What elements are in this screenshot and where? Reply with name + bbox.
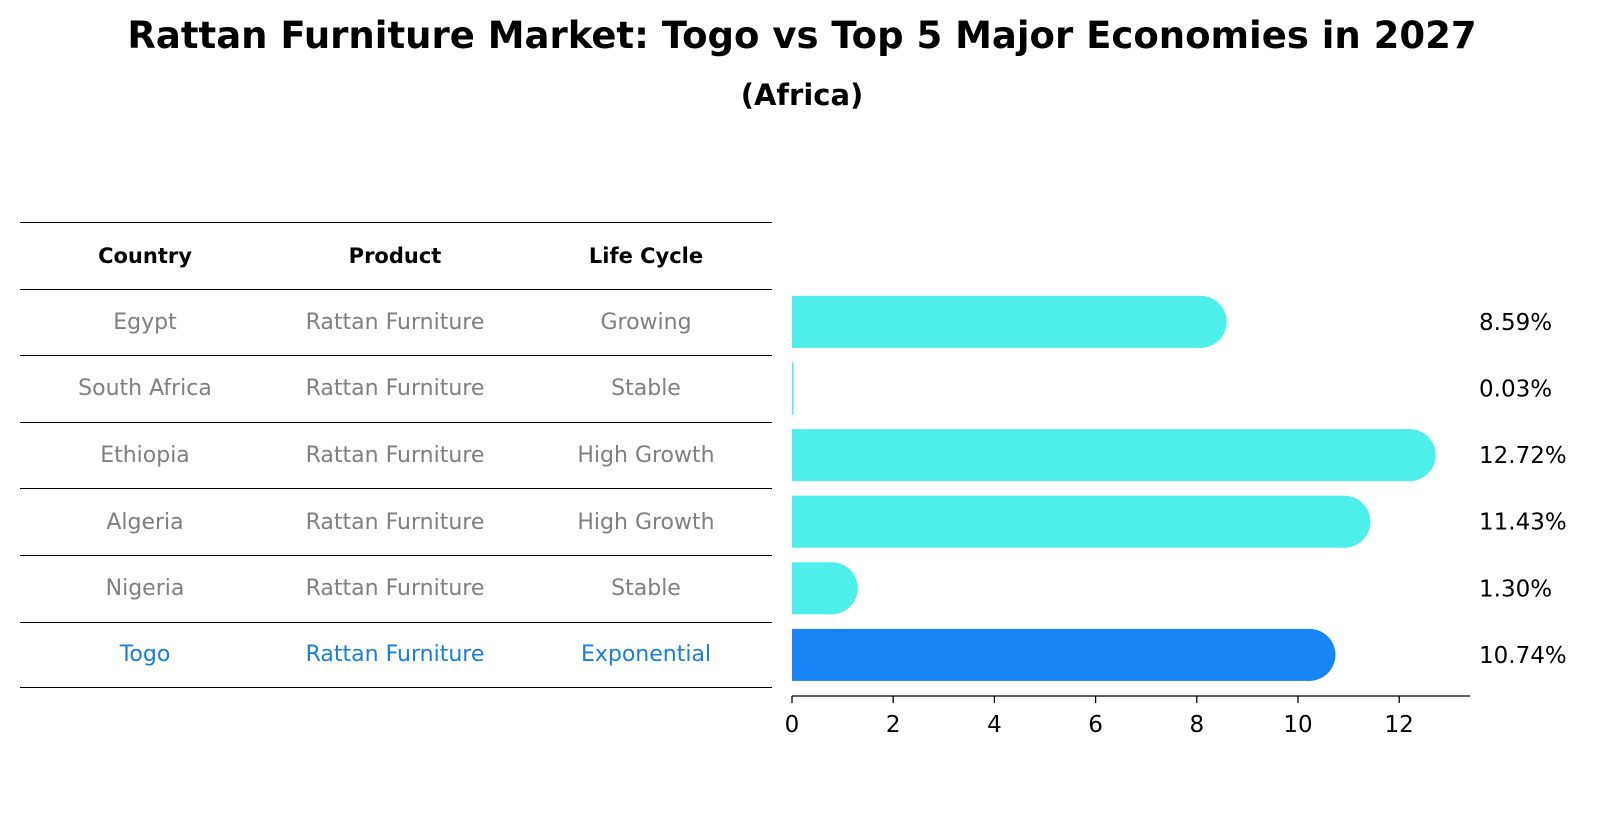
bar-cap	[805, 562, 858, 615]
bar-cap	[1174, 295, 1227, 348]
value-label: 1.30%	[1479, 576, 1552, 602]
bar	[792, 429, 1410, 482]
value-label: 12.72%	[1479, 443, 1567, 469]
chart-title: Rattan Furniture Market: Togo vs Top 5 M…	[127, 14, 1477, 57]
table-row: Egypt Rattan Furniture Growing	[20, 288, 772, 356]
country-cell: Algeria	[106, 509, 184, 535]
value-label: 10.74%	[1479, 643, 1567, 669]
x-tick-label: 6	[1088, 712, 1103, 738]
table-row: Algeria Rattan Furniture High Growth	[20, 488, 772, 555]
bar	[792, 362, 794, 415]
value-label: 11.43%	[1479, 510, 1567, 536]
product-cell: Rattan Furniture	[305, 509, 485, 535]
chart-subtitle: (Africa)	[740, 78, 864, 112]
table-row: South Africa Rattan Furniture Stable	[20, 355, 772, 422]
header-product: Product	[348, 243, 442, 268]
bar-group	[792, 429, 1436, 482]
life-cycle-cell: High Growth	[577, 443, 715, 469]
country-cell: Nigeria	[105, 576, 185, 602]
life-cycle-cell: High Growth	[577, 509, 715, 535]
bar-cap	[1383, 429, 1436, 482]
table-row-highlighted: Togo Rattan Furniture Exponential	[20, 621, 772, 689]
x-tick-label: 12	[1385, 712, 1414, 738]
product-cell: Rattan Furniture	[305, 443, 485, 469]
bar-group	[792, 295, 1227, 348]
x-tick-label: 10	[1283, 712, 1312, 738]
header-country: Country	[98, 243, 192, 268]
life-cycle-cell: Stable	[611, 376, 681, 402]
x-tick-label: 8	[1189, 712, 1204, 738]
table-header-row: Country Product Life Cycle	[20, 222, 772, 289]
bar-cap	[1283, 628, 1336, 681]
bar-group	[792, 562, 858, 615]
value-label: 0.03%	[1479, 377, 1552, 403]
product-cell: Rattan Furniture	[305, 642, 485, 668]
bar	[792, 495, 1345, 548]
country-cell: Togo	[119, 642, 171, 668]
life-cycle-cell: Exponential	[580, 642, 712, 668]
product-cell: Rattan Furniture	[305, 576, 485, 602]
bar	[792, 295, 1201, 348]
x-tick-label: 0	[785, 712, 800, 738]
x-tick-label: 4	[987, 712, 1002, 738]
product-cell: Rattan Furniture	[305, 309, 485, 335]
value-label: 8.59%	[1479, 310, 1552, 336]
life-cycle-cell: Stable	[611, 576, 681, 602]
bar-group	[792, 628, 1336, 681]
bar-cap	[1318, 495, 1371, 548]
data-table: Country Product Life Cycle Egypt Rattan …	[20, 222, 772, 689]
header-life-cycle: Life Cycle	[588, 243, 704, 268]
bar-highlight	[792, 628, 1310, 681]
table-row: Ethiopia Rattan Furniture High Growth	[20, 421, 772, 489]
table-row: Nigeria Rattan Furniture Stable	[20, 554, 772, 622]
product-cell: Rattan Furniture	[305, 376, 485, 402]
bar-group	[792, 362, 794, 415]
country-cell: Egypt	[113, 309, 177, 335]
x-tick-label: 2	[886, 712, 901, 738]
country-cell: Ethiopia	[100, 443, 190, 469]
bar-group	[792, 495, 1371, 548]
life-cycle-cell: Growing	[600, 309, 692, 335]
country-cell: South Africa	[78, 376, 212, 402]
